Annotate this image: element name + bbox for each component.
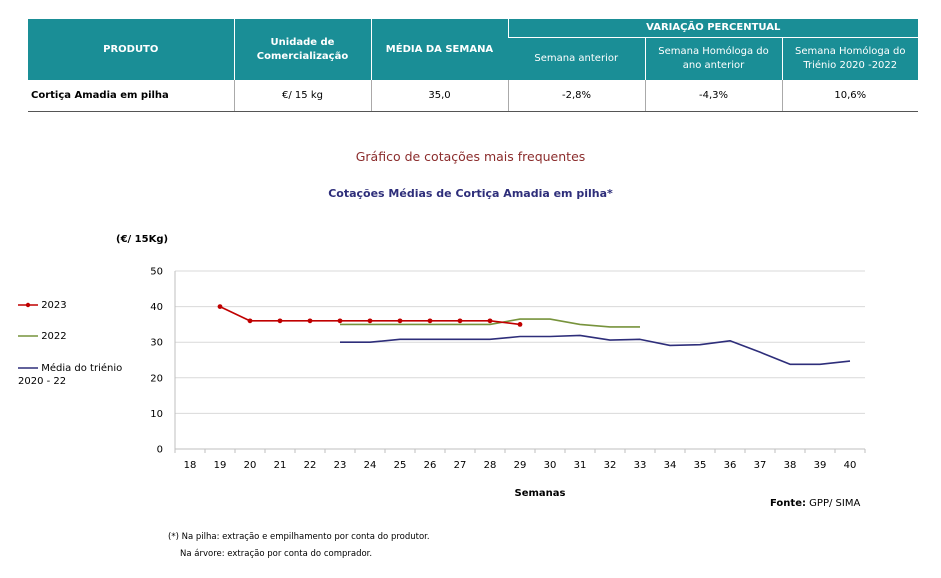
x-tick-label: 40 [844, 460, 857, 471]
x-tick-label: 33 [634, 460, 647, 471]
x-tick-label: 22 [304, 460, 317, 471]
footnote-2: Na árvore: extração por conta do comprad… [180, 549, 373, 559]
x-axis-title: Semanas [514, 488, 566, 499]
data-point-2023 [277, 318, 283, 324]
data-point-2023 [337, 318, 343, 324]
data-point-2023 [487, 318, 493, 324]
x-tick-label: 35 [694, 460, 707, 471]
x-tick-label: 25 [394, 460, 407, 471]
header-semana-anterior: Semana anterior [508, 37, 645, 80]
x-tick-label: 19 [214, 460, 227, 471]
x-tick-label: 34 [664, 460, 677, 471]
x-tick-label: 31 [574, 460, 587, 471]
data-point-2023 [367, 318, 373, 324]
cell-unidade: €/ 15 kg [233, 80, 371, 112]
legend-item-2022: 2022 [18, 330, 67, 343]
header-homologa-ano: Semana Homóloga do ano anterior [644, 37, 782, 80]
x-tick-label: 38 [784, 460, 797, 471]
y-tick-label: 30 [150, 338, 163, 349]
legend-swatch-2023 [18, 302, 38, 308]
x-tick-label: 21 [274, 460, 287, 471]
x-tick-label: 29 [514, 460, 527, 471]
data-point-2023 [457, 318, 463, 324]
cell-media: 35,0 [370, 80, 508, 112]
legend-item-2023: 2023 [18, 299, 67, 312]
data-point-2023 [307, 318, 313, 324]
data-point-2023 [217, 304, 223, 309]
x-tick-label: 36 [724, 460, 737, 471]
cell-homologa-trienio: 10,6% [781, 80, 919, 112]
source-note: Fonte: GPP/ SIMA [770, 498, 860, 509]
x-tick-label: 24 [364, 460, 377, 471]
x-tick-label: 27 [454, 460, 467, 471]
series-trienio-line [340, 334, 851, 366]
legend-label-trienio: Média do triénio 2020 - 22 [18, 363, 123, 387]
x-tick-label: 37 [754, 460, 767, 471]
x-tick-label: 30 [544, 460, 557, 471]
x-tick-label: 39 [814, 460, 827, 471]
data-point-2023 [397, 318, 403, 324]
legend-swatch-trienio [18, 367, 38, 369]
x-tick-label: 23 [334, 460, 347, 471]
table-row: Cortiça Amadia em pilha €/ 15 kg 35,0 -2… [28, 80, 919, 112]
x-tick-label: 28 [484, 460, 497, 471]
source-value: GPP/ SIMA [809, 498, 861, 509]
y-tick-label: 50 [150, 267, 163, 278]
x-tick-label: 18 [184, 460, 197, 471]
data-point-2023 [427, 318, 433, 324]
header-media: MÉDIA DA SEMANA [370, 19, 508, 80]
data-point-2023 [517, 322, 523, 327]
header-homologa-trienio: Semana Homóloga do Triénio 2020 -2022 [781, 37, 919, 80]
chart-title: Cotações Médias de Cortiça Amadia em pil… [328, 187, 613, 200]
y-tick-label: 20 [150, 373, 163, 384]
x-tick-label: 32 [604, 460, 617, 471]
legend-label-2022: 2022 [41, 331, 67, 342]
data-point-2023 [247, 318, 253, 324]
series-2022-line [340, 318, 640, 328]
cell-semana-anterior: -2,8% [507, 80, 645, 112]
price-table: PRODUTO Unidade de Comercialização MÉDIA… [28, 19, 919, 112]
legend-label-2023: 2023 [41, 300, 67, 311]
cell-homologa-ano: -4,3% [644, 80, 782, 112]
y-tick-label: 40 [150, 302, 163, 313]
y-tick-label: 10 [150, 409, 163, 420]
source-label: Fonte: [770, 498, 806, 509]
header-produto: PRODUTO [28, 19, 234, 80]
x-tick-label: 20 [244, 460, 257, 471]
legend-swatch-2022 [18, 335, 38, 337]
x-tick-label: 26 [424, 460, 437, 471]
section-title: Gráfico de cotações mais frequentes [355, 149, 586, 164]
header-variacao: VARIAÇÃO PERCENTUAL [507, 19, 919, 38]
footnote-1: (*) Na pilha: extração e empilhamento po… [168, 532, 430, 542]
legend-item-trienio: Média do triénio 2020 - 22 [18, 362, 138, 388]
y-axis-unit: (€/ 15Kg) [116, 234, 169, 245]
header-unidade: Unidade de Comercialização [233, 19, 371, 80]
y-tick-label: 0 [157, 445, 163, 456]
cell-produto: Cortiça Amadia em pilha [28, 80, 234, 112]
